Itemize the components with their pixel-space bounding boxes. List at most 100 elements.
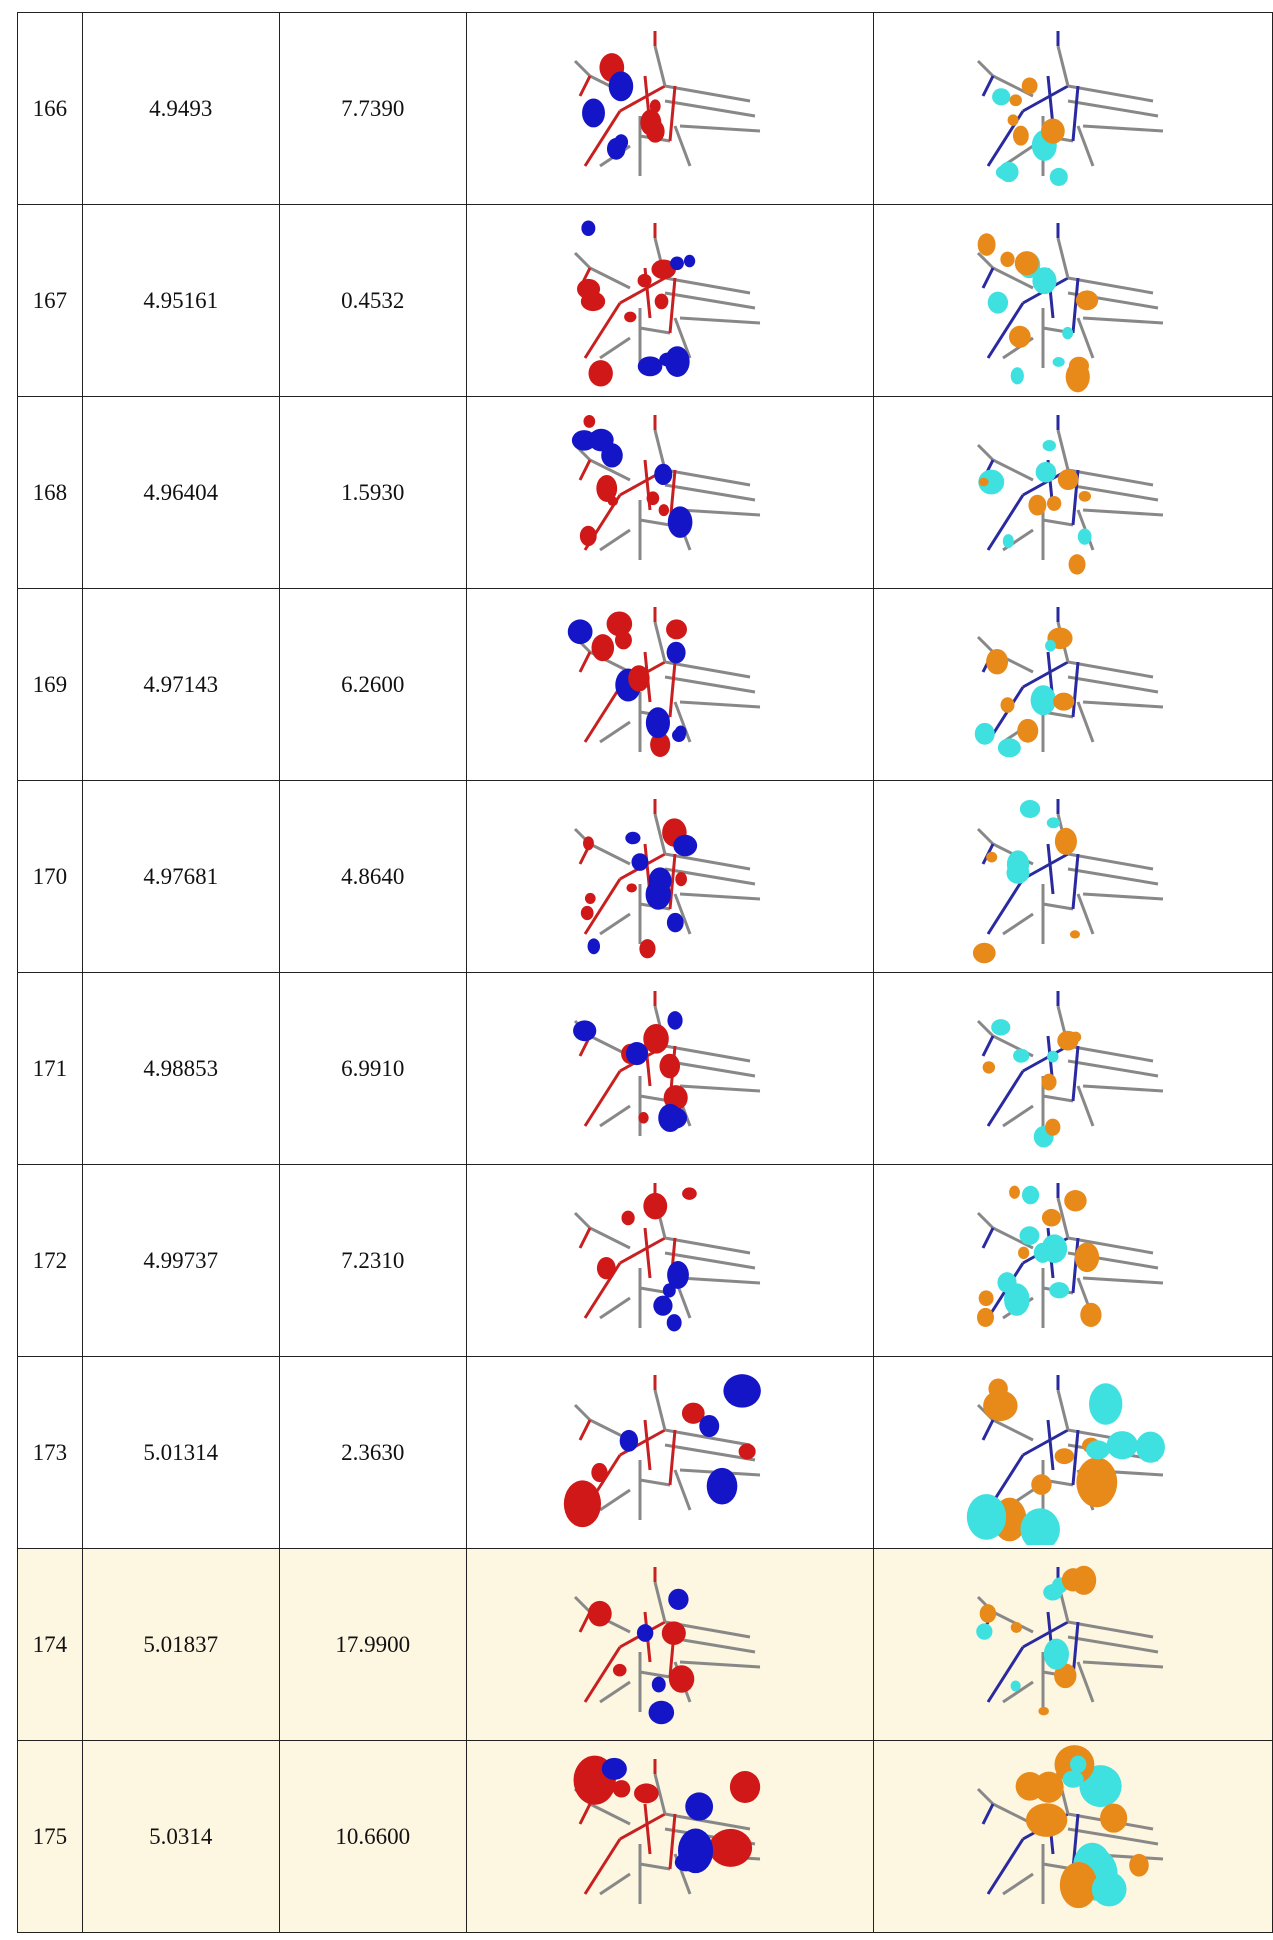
bond bbox=[976, 827, 994, 846]
lobe bbox=[978, 477, 989, 487]
table-cell: 4.97143 bbox=[81, 588, 280, 781]
lobe bbox=[667, 1011, 683, 1030]
lobe bbox=[651, 259, 676, 280]
lobe bbox=[706, 1467, 738, 1505]
lobe bbox=[986, 851, 998, 863]
lobe bbox=[587, 1600, 612, 1627]
bond bbox=[573, 1211, 591, 1230]
image-cell bbox=[465, 588, 874, 781]
lobe bbox=[658, 504, 669, 517]
bond bbox=[1082, 1276, 1163, 1285]
bond bbox=[639, 1478, 670, 1487]
lobe bbox=[648, 1700, 674, 1725]
lobe bbox=[625, 1042, 648, 1066]
bond bbox=[981, 267, 995, 289]
lobe bbox=[985, 648, 1008, 675]
bond bbox=[578, 1227, 592, 1249]
lobe bbox=[1085, 1440, 1110, 1460]
bond bbox=[1071, 1045, 1080, 1102]
orbital-image bbox=[974, 607, 1163, 758]
lobe bbox=[987, 291, 1008, 314]
lobe bbox=[1078, 490, 1091, 502]
lobe bbox=[1040, 118, 1065, 144]
bond bbox=[578, 651, 592, 673]
bond bbox=[679, 1660, 760, 1669]
lobe bbox=[621, 1210, 635, 1226]
bond bbox=[1022, 1044, 1069, 1073]
bond bbox=[578, 1803, 592, 1825]
lobe bbox=[1041, 1208, 1061, 1227]
lobe bbox=[972, 942, 996, 964]
table-cell: 175 bbox=[17, 1740, 83, 1933]
bond bbox=[981, 1419, 995, 1441]
bond bbox=[573, 251, 591, 270]
lobe bbox=[1069, 1755, 1087, 1773]
lobe bbox=[667, 1588, 689, 1610]
bond bbox=[589, 842, 631, 866]
lobe bbox=[1043, 1584, 1063, 1601]
lobe bbox=[612, 1663, 627, 1677]
bond bbox=[1046, 75, 1055, 127]
orbital-image bbox=[571, 414, 760, 560]
lobe bbox=[567, 619, 593, 645]
orbital-image bbox=[976, 415, 1163, 575]
image-cell bbox=[872, 588, 1273, 781]
orbital-image bbox=[573, 220, 760, 387]
table-cell: 4.95161 bbox=[81, 204, 280, 397]
orbital-image bbox=[573, 31, 760, 176]
bond bbox=[664, 1251, 755, 1270]
table-row: 168 4.96404 1.5930 bbox=[17, 396, 1273, 589]
bond bbox=[1067, 852, 1154, 871]
bond bbox=[664, 867, 755, 886]
lobe bbox=[1049, 167, 1068, 186]
lobe bbox=[1075, 290, 1099, 311]
bond bbox=[664, 1443, 755, 1462]
bond bbox=[1067, 468, 1154, 487]
lobe bbox=[608, 71, 633, 102]
table-cell: 4.99737 bbox=[81, 1164, 280, 1357]
table-row: 167 4.95161 0.4532 bbox=[17, 204, 1273, 397]
table-cell: 7.2310 bbox=[278, 1164, 467, 1357]
lobe bbox=[1080, 1302, 1102, 1327]
image-cell bbox=[465, 972, 874, 1165]
lobe bbox=[654, 293, 669, 310]
lobe bbox=[1021, 77, 1038, 95]
lobe bbox=[1043, 1638, 1069, 1670]
image-cell bbox=[872, 1548, 1273, 1741]
bond bbox=[1042, 1094, 1074, 1103]
lobe bbox=[1019, 799, 1041, 818]
lobe bbox=[581, 98, 605, 128]
table-row: 174 5.01837 17.9900 bbox=[17, 1548, 1273, 1741]
table-body: 166 4.9493 7.7390 167 4.95161 0.4532 168 4.9640… bbox=[17, 12, 1273, 1933]
bond bbox=[981, 1227, 995, 1249]
lobe bbox=[581, 220, 596, 236]
lobe bbox=[1008, 1185, 1020, 1199]
bond bbox=[578, 459, 592, 481]
table-row: 166 4.9493 7.7390 bbox=[17, 12, 1273, 205]
bond bbox=[653, 1581, 667, 1623]
image-cell bbox=[872, 1356, 1273, 1549]
lobe bbox=[1054, 827, 1077, 855]
bond bbox=[986, 1838, 1025, 1895]
bond bbox=[992, 1226, 1034, 1250]
lobe bbox=[998, 161, 1019, 183]
table-cell: 4.97681 bbox=[81, 780, 280, 973]
bond bbox=[664, 84, 751, 103]
table-cell: 2.3630 bbox=[278, 1356, 467, 1549]
bond bbox=[1022, 1620, 1069, 1649]
lobe bbox=[579, 525, 597, 547]
table-cell: 174 bbox=[17, 1548, 83, 1741]
bond bbox=[664, 660, 751, 679]
bond bbox=[643, 1419, 652, 1471]
bond bbox=[619, 1812, 666, 1841]
bond bbox=[673, 1469, 692, 1511]
lobe bbox=[1012, 1048, 1030, 1063]
bond bbox=[619, 1236, 666, 1265]
image-cell bbox=[465, 396, 874, 589]
bond bbox=[1067, 276, 1154, 295]
bond bbox=[986, 1646, 1025, 1703]
bond bbox=[643, 1803, 652, 1855]
bond bbox=[1056, 429, 1070, 471]
bond bbox=[1082, 124, 1163, 133]
